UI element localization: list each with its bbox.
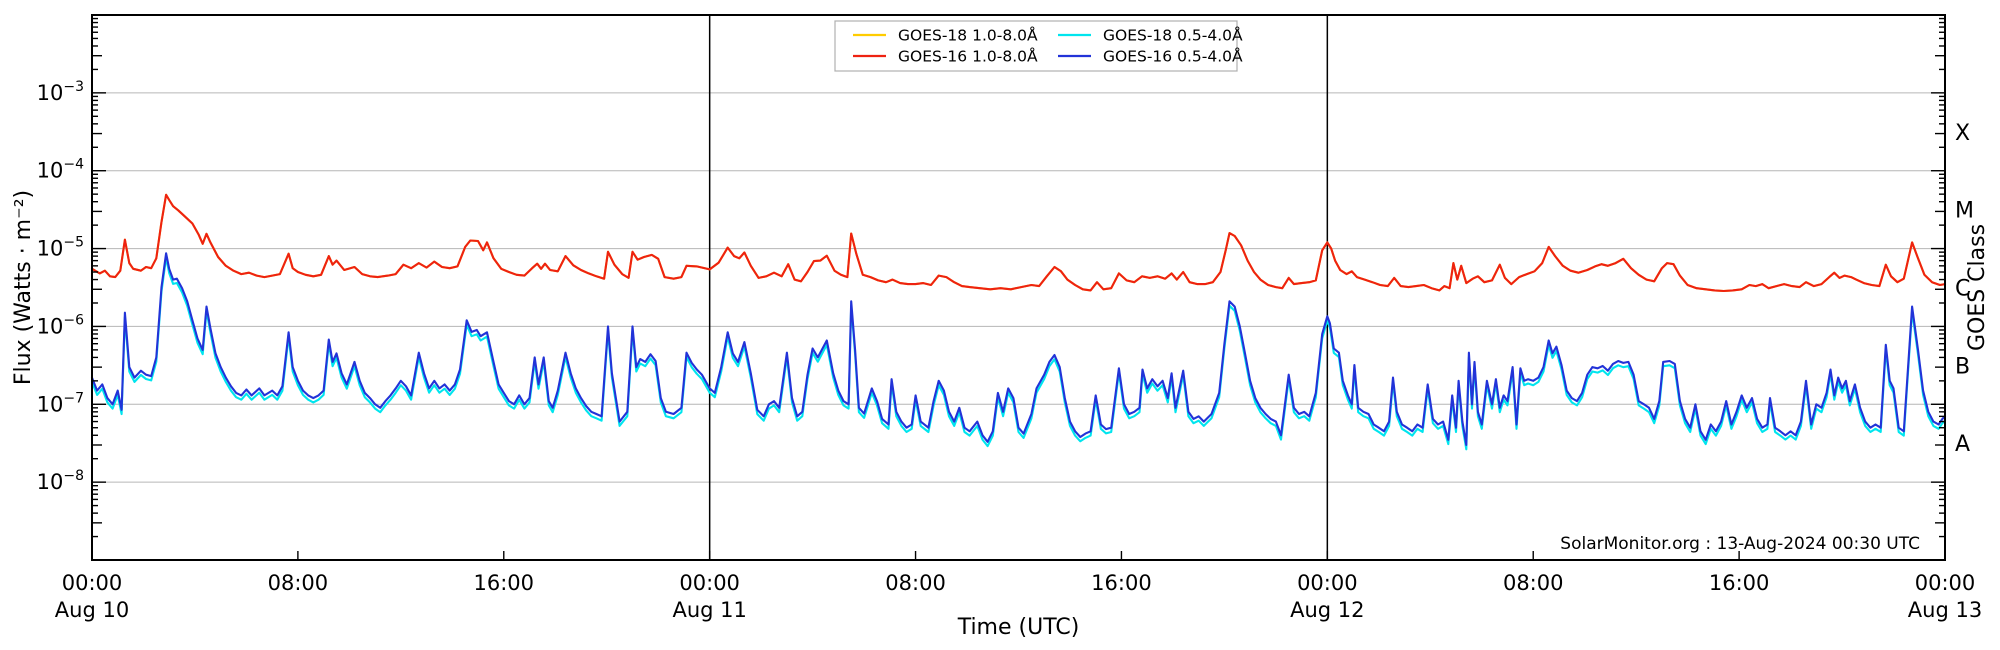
x-axis-title: Time (UTC) xyxy=(957,615,1080,640)
legend-label-goes-18-1-0-8-0-: GOES-18 1.0-8.0Å xyxy=(898,26,1038,45)
x-tick-label: 08:00 xyxy=(885,571,946,595)
goes-class-label: C xyxy=(1955,277,1970,302)
y-tick-label: 10−4 xyxy=(37,157,84,183)
x-tick-label: 08:00 xyxy=(1503,571,1564,595)
x-date-label: Aug 11 xyxy=(672,598,746,622)
x-tick-label: 16:00 xyxy=(1091,571,1152,595)
x-date-label: Aug 13 xyxy=(1908,598,1982,622)
y-tick-label: 10−7 xyxy=(37,390,84,416)
legend-label-goes-16-0-5-4-0-: GOES-16 0.5-4.0Å xyxy=(1103,47,1243,66)
legend-label-goes-16-1-0-8-0-: GOES-16 1.0-8.0Å xyxy=(898,47,1038,66)
series-line-goes-18-0-5-4-0- xyxy=(90,256,1947,451)
y-tick-label: 10−5 xyxy=(37,235,84,261)
x-tick-label: 16:00 xyxy=(474,571,535,595)
watermark-text: SolarMonitor.org : 13-Aug-2024 00:30 UTC xyxy=(1560,534,1920,554)
series-layer xyxy=(90,193,1947,451)
series-line-goes-16-0-5-4-0- xyxy=(90,252,1947,447)
legend: GOES-18 1.0-8.0Å GOES-16 1.0-8.0Å GOES-18 … xyxy=(834,20,1243,72)
series-line-goes-16-1-0-8-0- xyxy=(90,193,1947,293)
x-date-label: Aug 12 xyxy=(1290,598,1364,622)
x-tick-label: 08:00 xyxy=(268,571,329,595)
y-tick-label: 10−8 xyxy=(37,468,84,494)
y-tick-label: 10−3 xyxy=(37,79,84,105)
legend-box xyxy=(834,20,1238,72)
x-tick-label: 00:00 xyxy=(1297,571,1358,595)
y-axis-title-left: Flux (Watts · m⁻²) xyxy=(11,190,36,385)
goes-class-label: A xyxy=(1955,432,1970,457)
x-tick-label: 00:00 xyxy=(1915,571,1976,595)
goes-class-label: M xyxy=(1955,199,1974,224)
day-boundary-layer xyxy=(708,15,1329,560)
goes-class-label: X xyxy=(1955,121,1970,146)
tick-layer xyxy=(91,17,1946,560)
plot-frame xyxy=(91,14,1946,561)
label-layer: Time (UTC) Flux (Watts · m⁻²) GOES Class… xyxy=(11,79,1990,640)
grid-layer xyxy=(92,92,1945,483)
x-tick-label: 00:00 xyxy=(62,571,123,595)
x-tick-label: 16:00 xyxy=(1709,571,1770,595)
y-axis-title-right: GOES Class xyxy=(1965,224,1990,351)
x-tick-label: 00:00 xyxy=(679,571,740,595)
x-date-label: Aug 10 xyxy=(55,598,129,622)
goes-class-label: B xyxy=(1955,354,1970,379)
legend-label-goes-18-0-5-4-0-: GOES-18 0.5-4.0Å xyxy=(1103,26,1243,45)
y-tick-label: 10−6 xyxy=(37,312,84,338)
